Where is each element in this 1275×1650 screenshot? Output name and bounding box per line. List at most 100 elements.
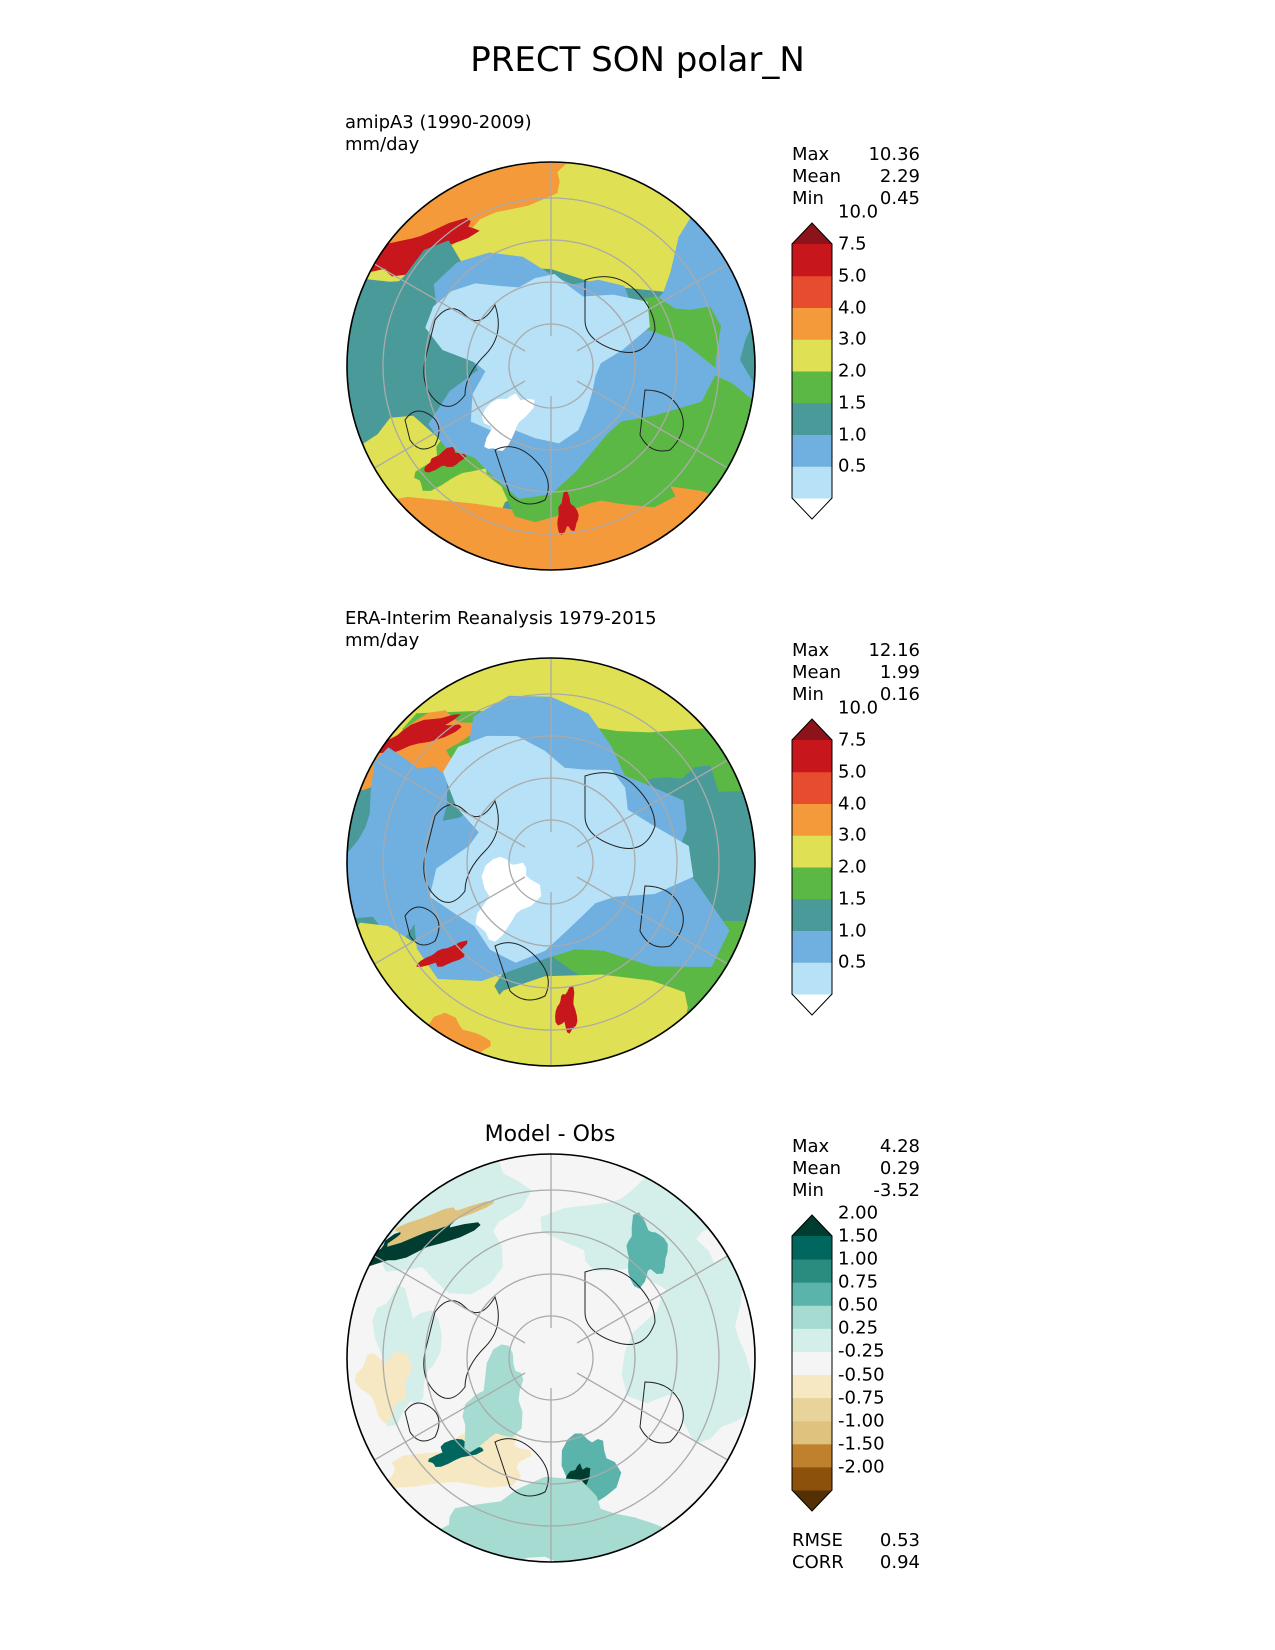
stat-mean-label: Mean (792, 662, 842, 683)
colorbar-tick-label: 1.5 (838, 392, 867, 414)
precip-contour-region (425, 274, 650, 444)
stat-mean-label: Mean (792, 1158, 842, 1179)
colorbar-segment (792, 898, 832, 931)
panel-2-label-line1: ERA-Interim Reanalysis 1979-2015 (345, 608, 657, 629)
map-boundary (346, 1153, 756, 1563)
longitude-line (351, 876, 526, 978)
stat-min-value: 0.16 (879, 684, 920, 705)
precip-contour-region (621, 1251, 755, 1444)
panel-2-stats: Max 12.16 Mean 1.99 Min 0.16 (792, 640, 920, 706)
colorbar-tick-label: -1.50 (838, 1433, 885, 1455)
panel-1-label: amipA3 (1990-2009) mm/day (345, 112, 532, 156)
colorbar-tick-label: 3.0 (838, 824, 867, 846)
colorbar-tick-label: -1.00 (838, 1410, 885, 1432)
stat-mean-value: 0.29 (879, 1158, 920, 1179)
precip-contour-region (555, 985, 578, 1034)
panel-1-label-line1: amipA3 (1990-2009) (345, 112, 532, 133)
longitude-line (351, 1372, 526, 1474)
colorbar-segment (792, 402, 832, 435)
colorbar-segment (792, 740, 832, 773)
longitude-line (576, 1372, 751, 1474)
colorbar-segment (792, 930, 832, 963)
precip-contour-region (481, 393, 535, 451)
stat-max-label: Max (792, 144, 830, 165)
colorbar-segment (792, 1374, 832, 1399)
colorbar-tick-label: -2.00 (838, 1456, 885, 1478)
colorbar-extension-max (792, 719, 832, 740)
longitude-line (351, 1242, 526, 1344)
colorbar-outline (791, 222, 833, 520)
precip-contour-region (626, 1212, 668, 1289)
colorbar-segment (792, 466, 832, 499)
colorbar-tick-label: 0.5 (838, 951, 867, 973)
colorbar-segment (792, 1443, 832, 1468)
colorbar-tick-label: 4.0 (838, 297, 867, 318)
colorbar-segment (792, 1305, 832, 1329)
colorbar-tick-label: -0.50 (838, 1364, 885, 1386)
stat-max-label: Max (792, 1136, 830, 1157)
stat-min-label: Min (792, 188, 824, 209)
panel-3-polar-map (346, 1153, 756, 1563)
colorbar-tick-label: 5.0 (838, 265, 867, 287)
longitude-line (576, 1242, 751, 1344)
colorbar-segment (792, 275, 832, 308)
colorbar-segment (792, 339, 832, 372)
stat-min-label: Min (792, 1180, 824, 1201)
colorbar-segment (792, 1259, 832, 1283)
colorbar-segment (792, 1397, 832, 1422)
colorbar-tick-label: 4.0 (838, 793, 867, 814)
map-boundary (346, 161, 756, 571)
colorbar-tick-label: 3.0 (838, 328, 867, 350)
stat-max-label: Max (792, 640, 830, 661)
longitude-line (351, 250, 526, 352)
colorbar-segment (792, 434, 832, 467)
colorbar-segment (792, 1328, 832, 1352)
coastline (404, 772, 684, 1001)
precip-contour-region (424, 446, 467, 473)
stat-mean-value: 1.99 (879, 662, 920, 683)
colorbar-tick-label: 2.0 (838, 856, 867, 878)
colorbar-segment (792, 962, 832, 995)
precip-contour-region (462, 1344, 524, 1453)
precip-contour-region (354, 1352, 412, 1424)
colorbar-segment (792, 803, 832, 836)
colorbar-segment (792, 1236, 832, 1260)
colorbar-segment (792, 1420, 832, 1445)
colorbar-extension-min (792, 994, 832, 1015)
panel-1-label-line2: mm/day (345, 134, 420, 155)
colorbar-tick-label: 0.25 (838, 1317, 879, 1339)
colorbar-tick-label: 0.5 (838, 455, 867, 477)
colorbar-extension-min (792, 1490, 832, 1511)
longitude-line (576, 250, 751, 352)
colorbar-tick-label: 1.5 (838, 888, 867, 910)
stat-max-value: 4.28 (879, 1136, 920, 1157)
longitude-line (576, 876, 751, 978)
panel-3-metrics: RMSE 0.53 CORR 0.94 (792, 1530, 920, 1574)
coastline (404, 276, 684, 505)
stat-mean-label: Mean (792, 166, 842, 187)
colorbar-tick-label: 0.75 (838, 1271, 879, 1293)
stat-min-value: -3.52 (873, 1180, 920, 1201)
panel-1-stats: Max 10.36 Mean 2.29 Min 0.45 (792, 144, 920, 210)
panel-2-colorbar (791, 718, 833, 1016)
panel-1-polar-map (346, 161, 756, 571)
colorbar-segment (792, 371, 832, 404)
colorbar-segment (792, 771, 832, 804)
colorbar-outline (791, 1214, 833, 1512)
panel-2-label: ERA-Interim Reanalysis 1979-2015 mm/day (345, 608, 657, 652)
corr-value: 0.94 (879, 1552, 920, 1573)
colorbar-tick-label: 10.0 (838, 201, 879, 223)
map-boundary (346, 657, 756, 1067)
rmse-label: RMSE (792, 1530, 843, 1551)
colorbar-tick-label: 7.5 (838, 233, 867, 255)
colorbar-tick-label: 1.0 (838, 424, 867, 445)
colorbar-tick-label: 5.0 (838, 761, 867, 783)
figure-title: PRECT SON polar_N (470, 40, 805, 80)
coastline (404, 1268, 684, 1497)
colorbar-tick-label: 1.00 (838, 1248, 879, 1270)
corr-label: CORR (792, 1552, 844, 1573)
colorbar-tick-label: 7.5 (838, 729, 867, 751)
colorbar-segment (792, 1282, 832, 1306)
longitude-line (576, 746, 751, 848)
colorbar-tick-label: -0.25 (838, 1340, 885, 1362)
